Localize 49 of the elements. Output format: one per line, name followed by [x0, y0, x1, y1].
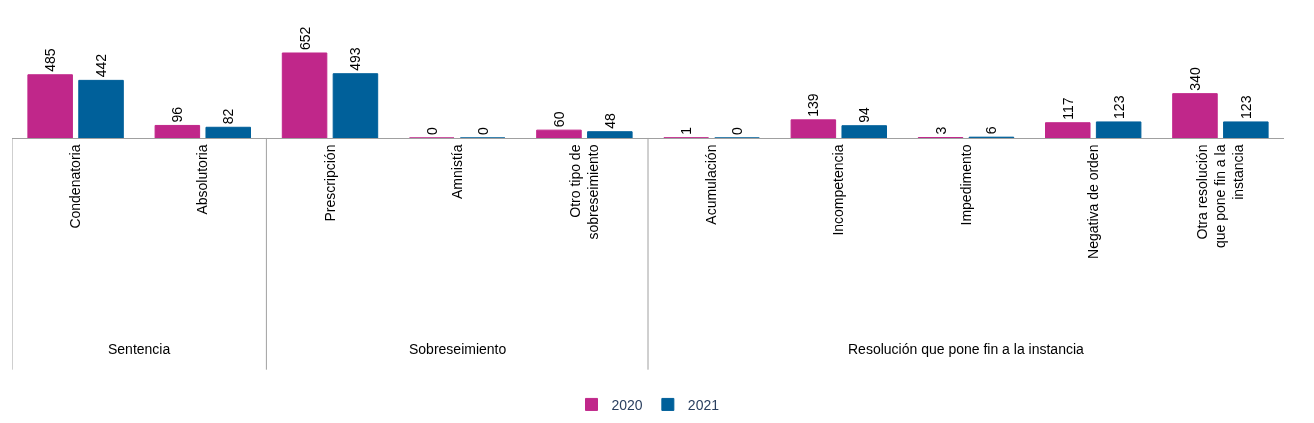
data-label: 123 [1110, 95, 1127, 119]
x-tick-label: Otra resolución que pone fin a la instancia [1193, 144, 1247, 249]
bar [790, 119, 837, 138]
x-tick-label: Otro tipo de sobreseimiento [566, 144, 602, 240]
data-label: 0 [729, 126, 746, 135]
data-label: 96 [169, 106, 186, 123]
data-label: 117 [1059, 97, 1076, 120]
x-tick-label: Prescripción [321, 144, 338, 222]
data-label: 340 [1186, 67, 1203, 91]
data-label: 652 [296, 26, 313, 50]
bar [1223, 121, 1269, 138]
bar [27, 74, 73, 138]
bar [587, 131, 633, 138]
x-tick-label: Amnistía [448, 144, 465, 200]
x-tick-label: Acumulación [703, 144, 720, 225]
bar [78, 79, 124, 138]
data-label: 139 [805, 93, 822, 117]
bar [281, 52, 328, 138]
data-label: 48 [601, 112, 618, 129]
bar [332, 73, 379, 138]
data-label: 82 [220, 108, 237, 125]
data-label: 94 [856, 106, 873, 123]
bar [154, 124, 201, 138]
data-label: 1 [678, 126, 695, 135]
data-label: 493 [347, 47, 364, 71]
bar [536, 129, 582, 138]
x-tick-label: Negativa de orden [1084, 144, 1101, 259]
bar [1045, 122, 1091, 138]
legend-label: 2020 [611, 396, 643, 413]
data-label: 442 [93, 53, 110, 78]
data-label: 0 [423, 126, 440, 135]
text: Sentencia [108, 341, 171, 357]
data-label: 6 [983, 126, 1000, 135]
bar [841, 125, 887, 138]
data-label: 0 [474, 126, 491, 135]
text: Sobreseimiento [409, 341, 507, 357]
bar [1095, 121, 1142, 138]
x-tick-label: Condenatoria [67, 144, 84, 229]
legend-label: 2021 [687, 396, 720, 413]
x-tick-label: Impedimento [957, 144, 974, 226]
bar [205, 126, 251, 138]
data-label: 60 [550, 111, 567, 128]
data-label: 485 [42, 48, 59, 72]
x-tick-label: Incompetencia [830, 144, 847, 236]
bar [1172, 93, 1218, 138]
text: Resolución que pone fin a la instancia [848, 341, 1085, 357]
data-label: 3 [932, 126, 949, 135]
data-label: 123 [1237, 95, 1254, 119]
x-tick-label: Absolutoria [194, 144, 211, 215]
